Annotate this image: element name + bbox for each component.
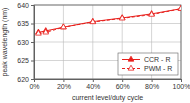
legend-label: PWM - R xyxy=(144,65,172,72)
tick-label: 0% xyxy=(29,83,39,90)
legend-marker xyxy=(128,65,134,70)
grid-line xyxy=(34,42,181,43)
data-area xyxy=(36,5,181,35)
grid xyxy=(34,5,181,79)
legend-item: CCR - R xyxy=(122,56,170,63)
tick: 630 xyxy=(17,39,34,46)
tick-label: 40% xyxy=(86,83,100,90)
legend-box xyxy=(118,53,178,75)
tick: 80% xyxy=(145,79,159,90)
tick-label: 60% xyxy=(116,83,130,90)
marker xyxy=(90,19,96,24)
grid-line xyxy=(63,5,64,79)
x-axis-title: current level/duty cycle xyxy=(72,94,143,102)
tick: 635 xyxy=(17,20,34,27)
tick-mark xyxy=(93,79,94,82)
tick-mark xyxy=(122,79,123,82)
marker xyxy=(90,18,96,23)
tick-mark xyxy=(31,79,34,80)
marker xyxy=(61,24,67,29)
tick-label: 20% xyxy=(57,83,71,90)
grid-line xyxy=(34,23,181,24)
tick-label: 630 xyxy=(17,39,29,46)
tick: 40% xyxy=(86,79,100,90)
y-axis-title: peak wavelength (nm) xyxy=(1,8,9,77)
legend-label: CCR - R xyxy=(144,56,170,63)
tick: 620 xyxy=(17,76,34,83)
marker xyxy=(178,5,181,10)
grid-line xyxy=(92,5,93,79)
series-line xyxy=(38,9,181,33)
tick-label: 625 xyxy=(17,57,29,64)
tick-label: 620 xyxy=(17,76,29,83)
marker xyxy=(43,29,49,34)
marker xyxy=(36,30,42,35)
plot: 0% 20% 40% 60% 80% 100% 620 625 630 635 640 CCR - R… xyxy=(17,2,190,90)
tick-mark xyxy=(152,79,153,82)
tick-label: 80% xyxy=(145,83,159,90)
legend: CCR - R PWM - R xyxy=(118,53,178,75)
tick-mark xyxy=(31,42,34,43)
tick-mark xyxy=(31,24,34,25)
series-line xyxy=(38,9,181,34)
tick: 640 xyxy=(17,2,34,9)
tick: 100% xyxy=(173,79,190,90)
x-axis: 0% 20% 40% 60% 80% 100% xyxy=(29,79,190,90)
y-axis: 620 625 630 635 640 xyxy=(17,2,34,83)
tick-label: 100% xyxy=(173,83,190,90)
tick: 625 xyxy=(17,57,34,64)
tick-label: 635 xyxy=(17,20,29,27)
marker xyxy=(178,5,181,10)
chart: 0% 20% 40% 60% 80% 100% 620 625 630 635 640 CCR - R… xyxy=(0,0,190,103)
tick: 20% xyxy=(57,79,71,90)
tick: 0% xyxy=(29,79,39,90)
marker xyxy=(119,15,125,20)
axis-line xyxy=(31,6,35,80)
legend-marker xyxy=(128,56,134,61)
tick-mark xyxy=(63,79,64,82)
tick: 60% xyxy=(116,79,130,90)
plot-frame xyxy=(34,5,181,79)
tick-mark xyxy=(181,79,182,82)
marker xyxy=(149,11,155,16)
legend-item: PWM - R xyxy=(122,65,172,72)
tick-mark xyxy=(31,5,34,6)
marker xyxy=(149,11,155,16)
tick-mark xyxy=(31,61,34,62)
tick-label: 640 xyxy=(17,2,29,9)
axis-line xyxy=(35,80,182,83)
marker xyxy=(119,15,125,20)
